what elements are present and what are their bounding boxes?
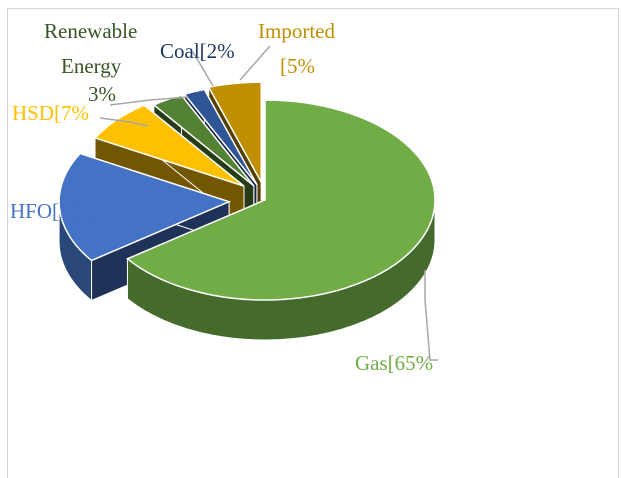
leader-lines [99,45,438,361]
slice-imported [207,81,262,183]
slice-renewable [152,94,255,187]
slice-gas [126,99,436,301]
leader-hsd [99,117,149,127]
leader-imported [239,45,271,81]
label-hsd: HSD[7% [12,101,89,125]
slice-coal [183,88,258,186]
label-gas: Gas[65% [355,351,433,375]
leader-renewable [109,96,189,106]
leader-coal [192,51,214,87]
label-imported-2: [5% [280,54,315,78]
label-coal: Coal[2% [160,39,235,63]
label-renewable-3: 3% [88,82,116,106]
pie-tops [58,81,436,301]
slice-hfo [58,152,232,262]
label-hfo: HFO[18% [10,199,98,223]
leader-gas [424,270,438,361]
label-renewable-1: Renewable [44,19,137,43]
label-renewable-2: Energy [61,54,122,78]
label-imported-1: Imported [258,19,335,43]
chart-frame [7,8,619,478]
slice-labels: Gas[65% HFO[18% HSD[7% Renewable Energy … [10,19,433,375]
